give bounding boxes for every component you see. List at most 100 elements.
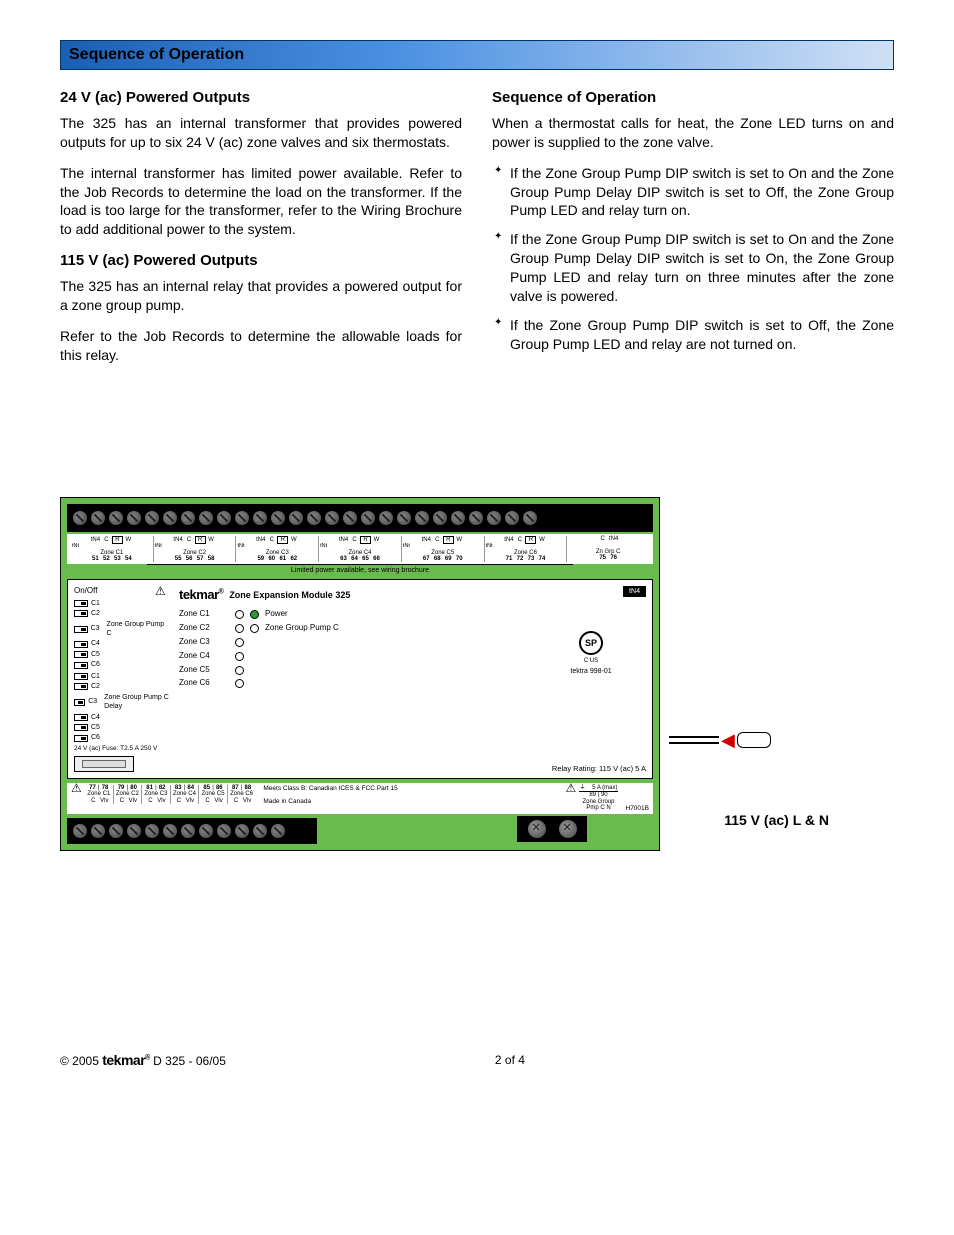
pump-led-icon [250, 624, 259, 633]
tektra-num: tektra 998-01 [536, 667, 646, 676]
zone-led-icon [235, 666, 244, 675]
bottom-terminal-group: 83|84Zone C4CVlv [170, 785, 199, 805]
para-115v-2: Refer to the Job Records to determine th… [60, 327, 462, 365]
dip-switch-icon [74, 724, 88, 731]
power-led-icon [250, 610, 259, 619]
compliance-block: Meets Class B: Canadian ICES & FCC Part … [255, 785, 565, 805]
cert-sub: C US [536, 657, 646, 665]
power-screw-icon [559, 820, 577, 838]
seq-bullets: If the Zone Group Pump DIP switch is set… [492, 164, 894, 354]
fuse-label: 24 V (ac) Fuse: T2.5 A 250 V [74, 745, 169, 754]
warning-icon [565, 785, 579, 797]
dip-switch-row: C1 [74, 599, 169, 608]
zone-led-icon [235, 610, 244, 619]
dip-switch-icon [74, 662, 88, 669]
top-terminal-labels: tN4CRWtNtZone C151525354tN4CRWtNtZone C2… [67, 534, 653, 564]
dip-switch-icon [74, 673, 88, 680]
terminal-group: tN4CRWtNtZone C359606162 [236, 536, 319, 562]
section-bar: Sequence of Operation [60, 40, 894, 70]
para-24v-1: The 325 has an internal transformer that… [60, 114, 462, 152]
terminal-group: tN4CRWtNtZone C255565758 [154, 536, 237, 562]
cert-logo-icon: SP [579, 631, 603, 655]
para-115v-1: The 325 has an internal relay that provi… [60, 277, 462, 315]
dip-switch-icon [74, 610, 88, 617]
relay-rating: Relay Rating: 115 V (ac) 5 A [552, 764, 646, 774]
dip-switch-icon [74, 651, 88, 658]
para-24v-2: The internal transformer has limited pow… [60, 164, 462, 240]
dip-switch-icon [74, 683, 88, 690]
bullet-1: If the Zone Group Pump DIP switch is set… [492, 164, 894, 221]
dip-switch-row: C5 [74, 723, 169, 732]
dip-switch-icon [74, 626, 88, 633]
dip-switch-row: C1 [74, 672, 169, 681]
zone-led-icon [235, 679, 244, 688]
dip-switch-row: C2 [74, 682, 169, 691]
terminal-group: tN4CRWtNtZone C463646566 [319, 536, 402, 562]
dip-switch-block: On/Off C1C2C3Zone Group Pump CC4C5C6 C1C… [74, 586, 169, 772]
terminal-group: tN4CRWtNtZone C567686970 [402, 536, 485, 562]
footer-left: © 2005 tekmar® D 325 - 06/05 [60, 1051, 226, 1070]
top-terminal-strip [67, 504, 653, 532]
power-label: 115 V (ac) L & N [724, 811, 829, 830]
dip-switch-icon [74, 600, 88, 607]
heading-seq: Sequence of Operation [492, 88, 894, 108]
dip-switch-row: C6 [74, 660, 169, 669]
plug-icon [737, 732, 771, 748]
left-column: 24 V (ac) Powered Outputs The 325 has an… [60, 80, 462, 377]
zone-module-board: tN4CRWtNtZone C151525354tN4CRWtNtZone C2… [60, 497, 660, 851]
terminal-group: CtN4Zn Grp C7576 [567, 536, 649, 562]
module-face-panel: On/Off C1C2C3Zone Group Pump CC4C5C6 C1C… [67, 579, 653, 779]
dip-switch-row: C3Zone Group Pump C Delay [74, 693, 169, 712]
zone-led-icon [235, 652, 244, 661]
right-column: Sequence of Operation When a thermostat … [492, 80, 894, 377]
module-center: tekmar® Zone Expansion Module 325 Zone C… [179, 586, 526, 772]
zone-led-icon [235, 624, 244, 633]
power-screw-icon [528, 820, 546, 838]
zone-led-row: Zone C1 Power [179, 609, 526, 620]
heading-24v: 24 V (ac) Powered Outputs [60, 88, 462, 108]
dip-switch-row: C5 [74, 650, 169, 659]
limited-power-note: Limited power available, see wiring broc… [147, 564, 573, 575]
zone-led-row: Zone C3 [179, 637, 526, 648]
dip-switch-icon [74, 641, 88, 648]
bottom-right-group: ⏚ 5 A (max) 89 | 90 Zone Group Pmp C N [579, 785, 617, 812]
dip-switch-row: C6 [74, 733, 169, 742]
bottom-terminal-strip-left [67, 818, 317, 844]
dip-onoff-label: On/Off [74, 586, 97, 597]
tekmar-logo-footer: tekmar® [102, 1052, 150, 1068]
zone-led-row: Zone C2 Zone Group Pump C [179, 623, 526, 634]
text-columns: 24 V (ac) Powered Outputs The 325 has an… [60, 80, 894, 377]
para-seq-1: When a thermostat calls for heat, the Zo… [492, 114, 894, 152]
bottom-terminal-group: 79|80Zone C2CVlv [113, 785, 142, 805]
heading-115v: 115 V (ac) Powered Outputs [60, 251, 462, 271]
warning-icon [155, 586, 169, 598]
fuse-icon [74, 756, 134, 772]
module-diagram: tN4CRWtNtZone C151525354tN4CRWtNtZone C2… [60, 497, 894, 851]
warning-icon [71, 785, 85, 797]
bottom-terminal-group: 81|82Zone C3CVlv [141, 785, 170, 805]
power-terminal-strip [517, 816, 587, 842]
zone-led-row: Zone C6 [179, 678, 526, 689]
part-number: H7001B [626, 805, 650, 812]
zone-led-row: Zone C5 [179, 665, 526, 676]
module-right-block: tN4 SP C US tektra 998-01 [536, 586, 646, 772]
zone-led-row: Zone C4 [179, 651, 526, 662]
dip-switch-row: C3Zone Group Pump C [74, 620, 169, 639]
arrow-red-icon: ◀ [721, 730, 735, 750]
bottom-terminal-group: 85|86Zone C5CVlv [198, 785, 227, 805]
section-bar-title: Sequence of Operation [69, 46, 244, 63]
tn4-tab: tN4 [623, 586, 646, 597]
bottom-terminal-group: 87|88Zone C6CVlv [227, 785, 256, 805]
page-footer: © 2005 tekmar® D 325 - 06/05 2 of 4 [60, 1051, 894, 1070]
dip-switch-icon [74, 699, 85, 706]
tekmar-logo: tekmar® [179, 586, 223, 604]
screw-icon [73, 511, 87, 525]
bullet-3: If the Zone Group Pump DIP switch is set… [492, 316, 894, 354]
terminal-group: tN4CRWtNtZone C151525354 [71, 536, 154, 562]
bullet-2: If the Zone Group Pump DIP switch is set… [492, 230, 894, 306]
bottom-terminal-labels: 77|78Zone C1CVlv79|80Zone C2CVlv81|82Zon… [67, 783, 653, 814]
side-connector: ◀ [669, 728, 789, 748]
terminal-group: tN4CRWtNtZone C671727374 [485, 536, 568, 562]
dip-switch-icon [74, 735, 88, 742]
dip-switch-row: C4 [74, 713, 169, 722]
